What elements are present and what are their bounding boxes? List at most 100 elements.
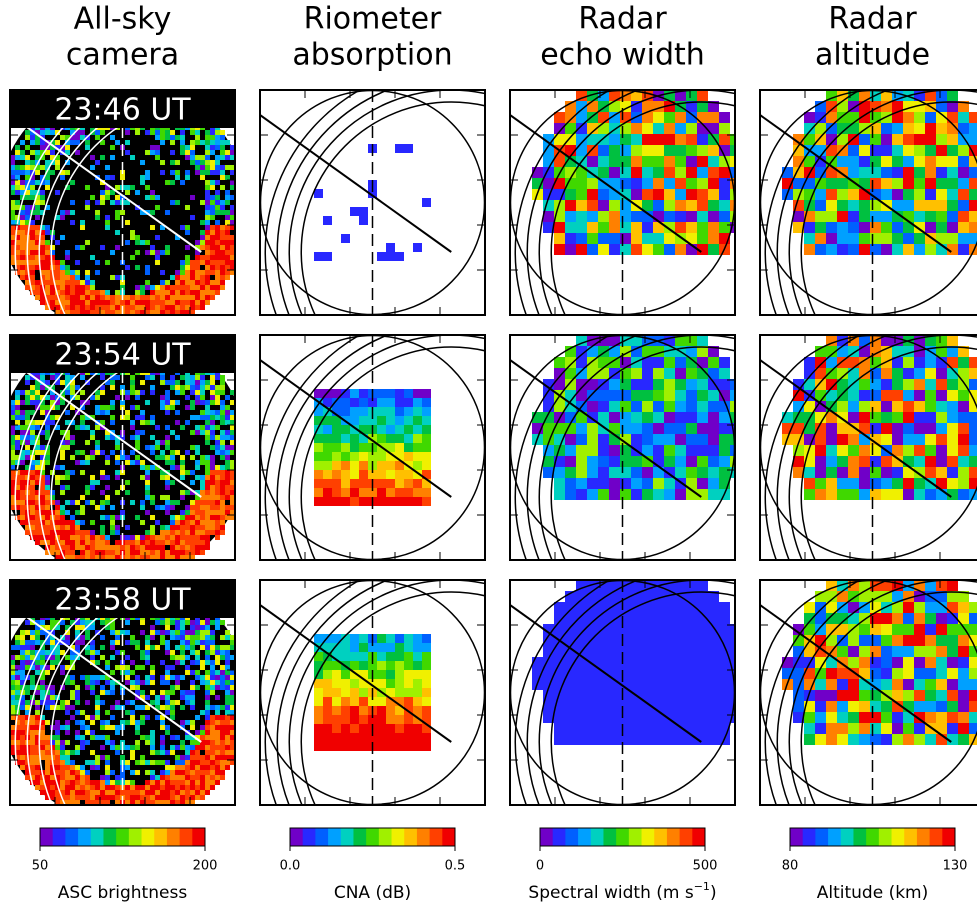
cell [642,467,653,478]
cell [35,295,40,300]
cell [20,715,25,720]
cell [145,655,150,660]
cell [100,290,105,295]
cell [90,255,95,260]
cell [205,745,210,750]
cell [332,470,341,479]
cell [686,445,697,456]
cell [675,712,686,723]
cell [100,515,105,520]
cell [25,700,30,705]
cell [70,285,75,290]
cell [719,189,730,200]
cell [697,167,708,178]
cell [205,260,210,265]
cell [190,630,195,635]
cell [115,795,120,800]
cell [40,735,45,740]
cell [30,470,35,475]
cell [708,668,719,679]
cell [609,467,620,478]
cell [609,134,620,145]
cell [386,425,395,434]
cell [75,730,80,735]
cell [190,705,195,710]
cell [225,275,230,280]
cell [125,415,130,420]
cell [165,410,170,415]
cell [105,785,110,790]
cell [686,178,697,189]
cell [422,634,431,643]
cell [210,455,215,460]
cell [20,400,25,405]
cell [190,760,195,765]
cell [565,712,576,723]
cell [323,706,332,715]
cell [165,620,170,625]
cell [215,260,220,265]
cell [914,123,925,134]
cell [205,385,210,390]
cell [150,515,155,520]
cell [30,680,35,685]
cell [50,395,55,400]
cell [195,530,200,535]
cell [70,525,75,530]
cell [719,434,730,445]
cell [30,760,35,765]
cell [70,440,75,445]
cell [708,489,719,500]
cell [675,244,686,255]
cell [140,545,145,550]
cell [85,780,90,785]
cell [45,425,50,430]
cell [220,280,225,285]
cell [90,685,95,690]
cell [185,760,190,765]
cell [175,735,180,740]
cell [175,790,180,795]
colorbar-swatch [565,828,578,846]
cell [664,401,675,412]
cell [180,550,185,555]
cell [664,456,675,467]
cell [150,390,155,395]
cell [664,379,675,390]
cell [105,770,110,775]
cell [195,790,200,795]
cell [377,497,386,506]
cell [145,295,150,300]
cell [664,390,675,401]
cell [708,701,719,712]
cell [422,425,431,434]
cell [175,435,180,440]
cell [205,700,210,705]
cell [220,255,225,260]
cell [341,724,350,733]
cell [55,525,60,530]
cell [642,401,653,412]
cell [386,252,395,261]
cell [686,401,697,412]
cell [422,434,431,443]
cell [205,520,210,525]
cell [150,385,155,390]
cell [125,140,130,145]
cell [190,680,195,685]
cell [220,245,225,250]
cell [45,775,50,780]
cell [422,407,431,416]
cell [110,135,115,140]
cell [75,765,80,770]
cell [90,625,95,630]
cell [422,697,431,706]
cell [30,505,35,510]
cell [125,240,130,245]
cell [200,385,205,390]
cell [205,225,210,230]
cell [565,189,576,200]
column-title: camera [66,38,179,73]
cell [60,770,65,775]
cell [323,443,332,452]
